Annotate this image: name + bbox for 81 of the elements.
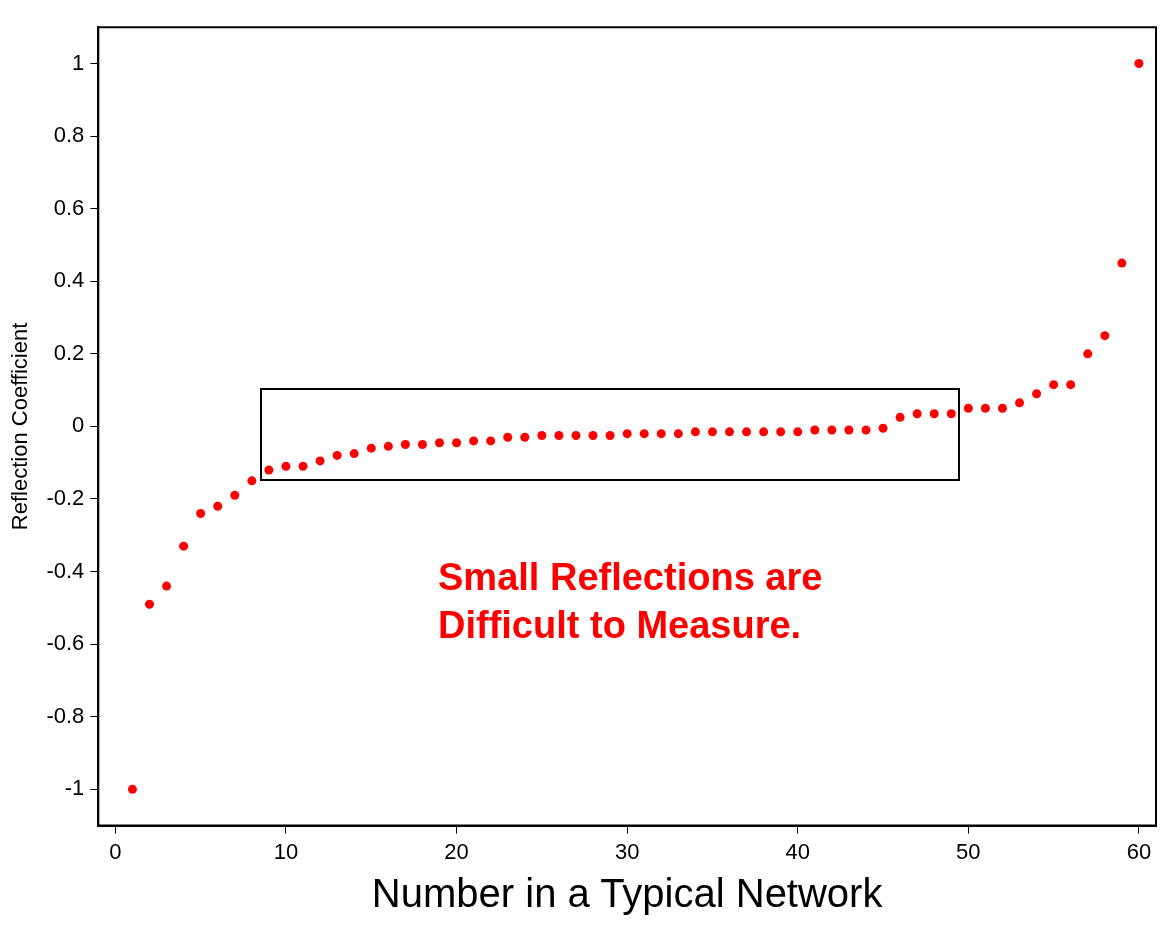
point: [946, 409, 956, 419]
point: [929, 409, 939, 419]
point: [503, 432, 513, 442]
point: [912, 409, 922, 419]
x-tick-label: 40: [785, 838, 810, 864]
point: [230, 490, 240, 500]
point: [725, 427, 735, 437]
y-tick-label: 1: [72, 49, 85, 75]
point: [281, 461, 291, 471]
point: [895, 412, 905, 422]
point: [179, 541, 189, 551]
point: [332, 450, 342, 460]
point: [554, 430, 564, 440]
x-tick-label: 60: [1126, 838, 1152, 864]
point: [980, 403, 990, 413]
point: [742, 427, 752, 437]
point: [759, 427, 769, 437]
point: [827, 425, 837, 435]
point: [861, 425, 871, 435]
point: [366, 443, 376, 453]
y-tick-label: 0.8: [53, 122, 85, 148]
point: [707, 427, 717, 437]
point: [400, 440, 410, 450]
point: [673, 429, 683, 439]
x-tick-label: 10: [273, 838, 299, 864]
point: [349, 449, 359, 459]
point: [963, 403, 973, 413]
point: [196, 509, 206, 518]
x-axis-title: Number in a Typical Network: [371, 871, 884, 916]
point: [810, 425, 820, 435]
point: [588, 430, 598, 440]
point: [1049, 380, 1059, 390]
point: [315, 456, 325, 466]
point: [435, 438, 444, 448]
point: [452, 438, 462, 448]
point: [1134, 58, 1144, 68]
point: [793, 427, 803, 437]
point: [144, 599, 154, 609]
x-tick-label: 20: [444, 838, 469, 864]
point: [1083, 349, 1093, 359]
point: [469, 436, 479, 446]
x-tick-label: 50: [956, 838, 981, 864]
point: [1015, 398, 1025, 408]
y-tick-label: -0.8: [46, 702, 85, 728]
point: [1100, 331, 1110, 341]
point: [690, 427, 700, 437]
y-tick-label: 0.2: [53, 339, 85, 365]
point: [571, 430, 581, 440]
point: [127, 784, 137, 794]
point: [1066, 380, 1076, 390]
point: [1032, 389, 1042, 399]
y-tick-label: -1: [64, 775, 85, 801]
point: [247, 476, 257, 486]
point: [417, 440, 427, 450]
y-tick-label: -0.6: [46, 630, 85, 656]
point: [162, 581, 172, 591]
point: [844, 425, 854, 435]
point: [537, 430, 547, 440]
point: [997, 403, 1007, 413]
x-tick-label: 0: [109, 838, 122, 864]
point: [605, 430, 615, 440]
y-tick-label: 0.6: [53, 194, 85, 220]
point: [878, 423, 888, 433]
point: [622, 429, 632, 439]
point: [1117, 258, 1127, 268]
point: [639, 429, 649, 439]
y-axis-title: Reflection Coefficient: [7, 322, 33, 531]
y-tick-label: 0: [72, 412, 85, 438]
point: [776, 427, 786, 437]
point: [383, 441, 393, 451]
y-tick-label: -0.4: [46, 557, 85, 583]
annotation: Small Reflections are Difficult to Measure.: [438, 555, 824, 648]
y-tick-label: 0.4: [53, 267, 85, 293]
point: [656, 429, 666, 439]
point: [213, 501, 223, 511]
x-tick-label: 30: [614, 838, 640, 864]
point: [264, 465, 274, 475]
point: [298, 461, 308, 471]
point: [486, 436, 496, 446]
point: [520, 432, 530, 442]
y-tick-label: -0.2: [46, 485, 85, 511]
